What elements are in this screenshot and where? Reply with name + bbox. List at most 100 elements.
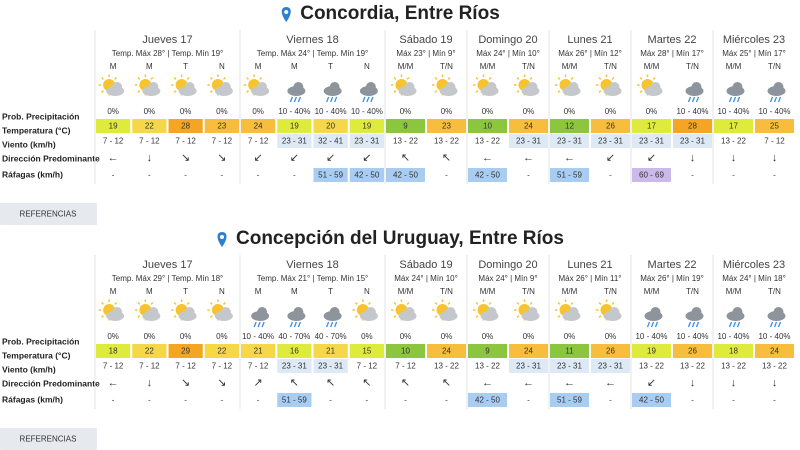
sun-ray (209, 77, 213, 80)
temperature-cell (468, 344, 507, 358)
precipitation: 0% (400, 107, 412, 116)
day-temps: Temp. Máx 24° | Temp. Mín 19° (257, 49, 368, 58)
temperature: 17 (729, 122, 738, 131)
precipitation: 0% (564, 332, 576, 341)
temperature-cell (632, 344, 671, 358)
cloud (486, 307, 497, 317)
references-button[interactable]: REFERENCIAS (20, 435, 77, 444)
period: T (328, 287, 333, 296)
sun-ray (652, 77, 656, 80)
temperature: 24 (442, 347, 451, 356)
rain (769, 321, 774, 328)
sun-ray (354, 302, 358, 305)
temperature-cell (96, 119, 131, 133)
precipitation: 10 - 40% (676, 107, 708, 116)
period: T (183, 62, 188, 71)
precipitation: 10 - 40% (676, 332, 708, 341)
cloud (184, 82, 195, 92)
direction: ↖ (290, 377, 299, 389)
precipitation: 10 - 40% (717, 107, 749, 116)
direction: ← (482, 152, 493, 164)
gusts: 42 - 50 (354, 171, 379, 180)
sun-ray (557, 315, 561, 318)
direction: ↖ (401, 377, 410, 389)
day-name: Jueves 17 (142, 34, 192, 46)
cloud (220, 82, 231, 92)
weather-icon (391, 74, 417, 96)
gusts: - (445, 171, 448, 180)
gusts: - (445, 396, 448, 405)
row-label: Viento (km/h) (2, 364, 56, 374)
temperature: 22 (217, 347, 226, 356)
gusts: 51 - 59 (557, 396, 582, 405)
temperature-cell (277, 119, 312, 133)
sun-ray (186, 77, 190, 80)
rain (289, 321, 293, 328)
wind: 13 - 22 (475, 137, 500, 146)
row-label: Dirección Predominante (2, 378, 100, 388)
direction: ↖ (326, 377, 335, 389)
gusts: - (184, 171, 187, 180)
rain (777, 96, 782, 103)
wind: 23 - 31 (557, 362, 582, 371)
wind: 13 - 22 (721, 137, 746, 146)
cloud (404, 307, 415, 317)
weather-icon (432, 74, 458, 96)
precipitation: 10 - 40% (351, 107, 383, 116)
weather-icon (685, 307, 704, 328)
rain (370, 96, 374, 103)
gust-cell (386, 168, 425, 182)
direction: ↖ (401, 152, 410, 164)
wind: 13 - 22 (475, 362, 500, 371)
period: T/N (440, 62, 453, 71)
rain (769, 96, 774, 103)
weather-icon (134, 74, 161, 96)
row-label: Viento (km/h) (2, 139, 56, 149)
day-temps: Máx 25° | Mín 17° (722, 49, 786, 58)
period: M/M (398, 287, 414, 296)
sun-ray (137, 302, 141, 305)
temperature-cell (755, 344, 794, 358)
sun-ray (611, 302, 615, 305)
temperature-cell (673, 344, 712, 358)
rain (687, 321, 692, 328)
weather-icon (473, 74, 499, 96)
weather-icon (391, 299, 417, 321)
gusts: - (527, 171, 530, 180)
sun-ray (598, 90, 602, 93)
wind-cell (632, 134, 671, 148)
references-button-bg (0, 428, 97, 450)
wind: 7 - 12 (139, 137, 160, 146)
cloud (527, 82, 538, 92)
wind: 23 - 31 (680, 137, 705, 146)
direction: ↖ (442, 377, 451, 389)
day-temps: Máx 23° | Mín 9° (396, 49, 455, 58)
temperature: 9 (485, 347, 490, 356)
temperature-cell (277, 344, 312, 358)
weather-icon (243, 74, 270, 96)
period: T/N (440, 287, 453, 296)
cloud (691, 307, 702, 317)
wind: 23 - 31 (516, 137, 541, 146)
location-pin (281, 7, 291, 22)
direction: ↘ (181, 377, 190, 389)
cloud (445, 82, 456, 92)
cloud (365, 82, 376, 92)
references-button[interactable]: REFERENCIAS (20, 210, 77, 219)
wind: 7 - 12 (212, 137, 233, 146)
temperature: 18 (729, 347, 738, 356)
temperature: 24 (524, 122, 533, 131)
wind-cell (509, 134, 548, 148)
temperature-cell (132, 119, 167, 133)
cloud (445, 307, 456, 317)
direction: ← (523, 152, 534, 164)
sun-ray (557, 90, 561, 93)
sun-ray (406, 77, 410, 80)
temperature-cell (591, 344, 630, 358)
rain (297, 321, 301, 328)
gusts: - (184, 396, 187, 405)
sun-ray (516, 315, 520, 318)
gust-cell (550, 168, 589, 182)
temperature-cell (204, 344, 239, 358)
day-name: Jueves 17 (142, 259, 192, 271)
